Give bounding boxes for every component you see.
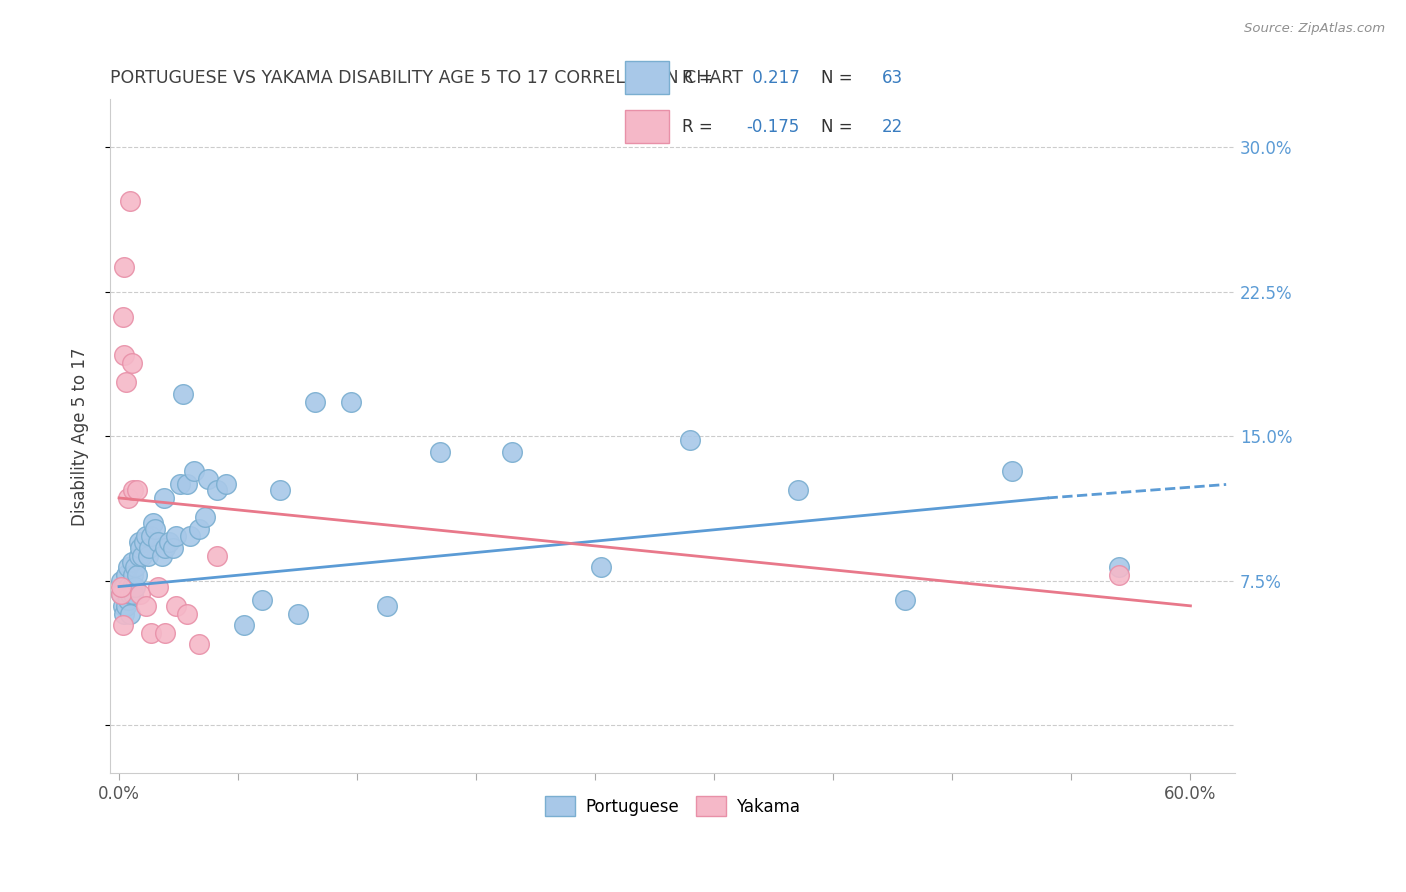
Point (111, 310, 134, 324)
Point (287, 607, 309, 621)
Point (179, 529, 201, 543)
Point (129, 587, 152, 601)
Point (591, 560, 613, 574)
Point (125, 483, 148, 498)
Point (112, 607, 135, 621)
Point (155, 625, 177, 640)
Point (132, 535, 155, 549)
Text: -0.175: -0.175 (747, 118, 800, 136)
Point (188, 522, 211, 536)
Point (165, 599, 187, 613)
Point (183, 464, 205, 478)
Point (269, 483, 291, 498)
Point (194, 510, 217, 524)
Point (138, 541, 160, 555)
Text: Source: ZipAtlas.com: Source: ZipAtlas.com (1244, 22, 1385, 36)
Point (150, 549, 173, 563)
Point (340, 394, 363, 409)
Point (124, 560, 146, 574)
Point (1108, 560, 1130, 574)
Point (893, 593, 915, 607)
Point (117, 491, 139, 505)
Text: N =: N = (821, 118, 858, 136)
Point (176, 477, 198, 491)
Point (121, 580, 143, 594)
Point (115, 376, 138, 390)
Point (135, 529, 157, 543)
Point (148, 580, 170, 594)
Point (128, 535, 150, 549)
Point (176, 607, 198, 621)
Point (110, 587, 132, 601)
Point (125, 568, 148, 582)
Point (122, 483, 145, 498)
Point (131, 549, 153, 563)
Text: R =: R = (682, 118, 718, 136)
Point (233, 618, 256, 632)
Point (142, 516, 165, 530)
Point (152, 491, 174, 505)
Point (117, 560, 139, 574)
Point (157, 535, 180, 549)
Point (111, 580, 134, 594)
Text: 63: 63 (882, 69, 903, 87)
Point (155, 541, 177, 555)
Point (169, 477, 191, 491)
Point (205, 483, 228, 498)
Point (122, 587, 145, 601)
Point (117, 593, 139, 607)
Point (215, 477, 238, 491)
Point (786, 483, 808, 498)
Point (117, 580, 139, 594)
Point (122, 568, 145, 582)
Text: 22: 22 (882, 118, 903, 136)
Point (141, 529, 163, 543)
Point (128, 549, 150, 563)
Point (172, 387, 194, 401)
Text: PORTUGUESE VS YAKAMA DISABILITY AGE 5 TO 17 CORRELATION CHART: PORTUGUESE VS YAKAMA DISABILITY AGE 5 TO… (110, 69, 742, 87)
Point (124, 580, 146, 594)
Text: 0.217: 0.217 (747, 69, 800, 87)
Point (135, 599, 157, 613)
Text: R =: R = (682, 69, 718, 87)
Point (501, 444, 523, 458)
Point (375, 599, 398, 613)
Point (679, 433, 702, 447)
Point (1108, 568, 1130, 582)
Bar (626, 62, 669, 94)
Point (110, 587, 132, 601)
Point (112, 580, 135, 594)
Point (250, 593, 273, 607)
Point (143, 522, 166, 536)
Point (162, 541, 184, 555)
Text: N =: N = (821, 69, 858, 87)
Point (1001, 464, 1024, 478)
Point (197, 472, 219, 486)
Y-axis label: Disability Age 5 to 17: Disability Age 5 to 17 (72, 347, 89, 525)
Point (429, 444, 451, 458)
Point (112, 260, 135, 274)
Point (118, 607, 141, 621)
Point (118, 587, 141, 601)
Point (112, 348, 135, 362)
Point (165, 529, 187, 543)
Point (141, 625, 163, 640)
Point (129, 541, 152, 555)
Point (118, 194, 141, 209)
Point (111, 599, 134, 613)
Point (205, 549, 228, 563)
Point (121, 356, 143, 370)
Point (115, 599, 138, 613)
Point (121, 555, 143, 569)
Point (148, 535, 170, 549)
Bar (626, 111, 669, 144)
Legend: Portuguese, Yakama: Portuguese, Yakama (538, 789, 807, 822)
Point (111, 618, 134, 632)
Point (110, 580, 132, 594)
Point (136, 549, 159, 563)
Point (188, 637, 211, 651)
Point (115, 568, 138, 582)
Point (110, 574, 132, 588)
Point (304, 394, 326, 409)
